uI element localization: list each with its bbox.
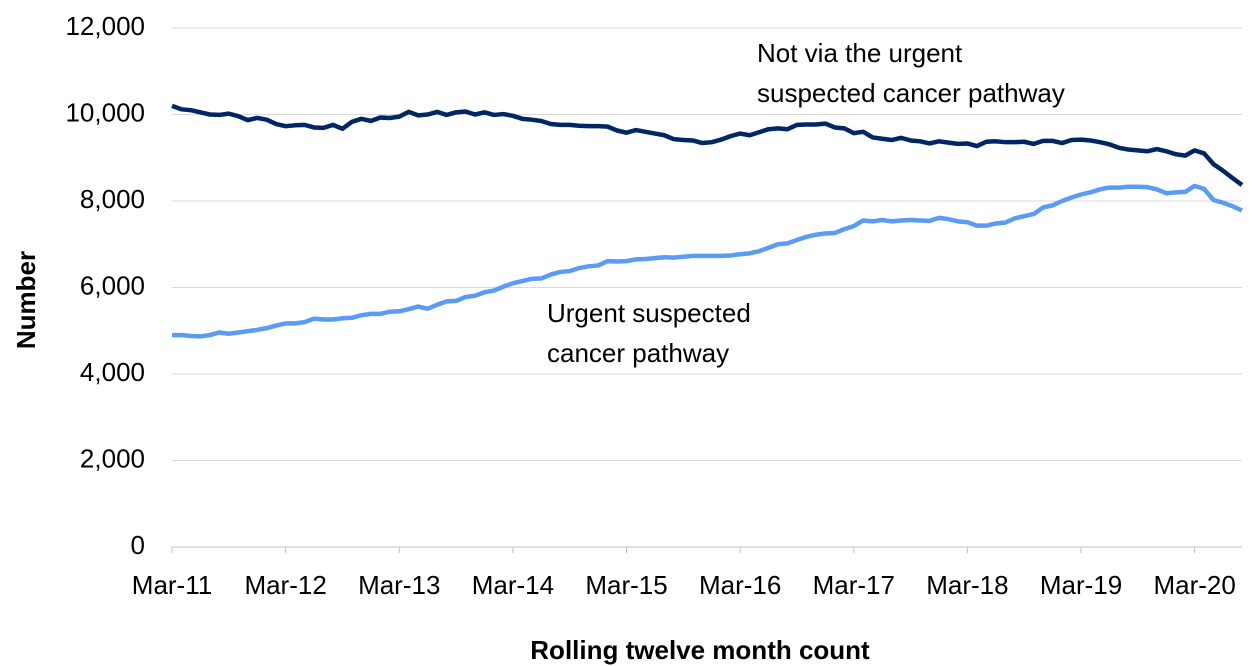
x-tick-label: Mar-19	[1040, 570, 1122, 600]
y-tick-label: 12,000	[65, 11, 145, 41]
y-tick-label: 10,000	[65, 97, 145, 127]
y-tick-label: 4,000	[80, 357, 145, 387]
x-tick-label: Mar-16	[699, 570, 781, 600]
y-tick-label: 2,000	[80, 443, 145, 473]
x-tick-label: Mar-20	[1153, 570, 1235, 600]
annotation: Not via the urgent	[757, 38, 963, 68]
y-tick-label: 0	[131, 530, 145, 560]
annotation: suspected cancer pathway	[757, 78, 1065, 108]
x-tick-label: Mar-18	[926, 570, 1008, 600]
y-tick-label: 6,000	[80, 270, 145, 300]
x-axis-title: Rolling twelve month count	[530, 635, 870, 665]
x-tick-label: Mar-11	[132, 570, 212, 600]
x-tick-label: Mar-12	[244, 570, 326, 600]
annotation: cancer pathway	[547, 338, 729, 368]
x-tick-label: Mar-15	[585, 570, 667, 600]
y-tick-label: 8,000	[80, 184, 145, 214]
x-tick-label: Mar-13	[358, 570, 440, 600]
x-tick-label: Mar-14	[472, 570, 554, 600]
y-axis-title: Number	[11, 251, 41, 349]
line-series	[171, 103, 1244, 187]
line-series	[172, 183, 1243, 339]
x-tick-label: Mar-17	[813, 570, 895, 600]
annotation: Urgent suspected	[547, 298, 751, 328]
